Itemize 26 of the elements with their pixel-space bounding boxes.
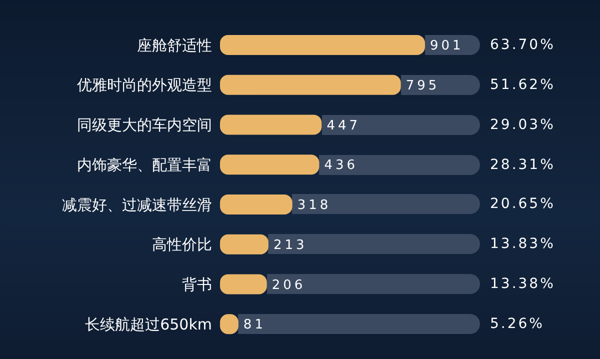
data-label: 213 (273, 238, 308, 253)
data-label: 901 (430, 38, 464, 54)
text: 63.70% (490, 36, 556, 55)
y-tick-label: 减震好、过减速带丝滑 (62, 196, 212, 214)
y-tick-label: 座舱舒适性 (137, 36, 212, 54)
y-tick-label: 高性价比 (152, 236, 212, 254)
y-tick-label: 长续航超过650km (85, 315, 212, 334)
text: 13.83% (490, 235, 556, 254)
y-tick-label: 内饰豪华、配置丰富 (77, 156, 212, 174)
bar (220, 274, 267, 294)
y-tick-label: 优雅时尚的外观造型 (77, 76, 212, 94)
data-label: 447 (326, 118, 361, 134)
data-label: 206 (272, 278, 306, 293)
data-label: 318 (297, 198, 332, 214)
text: 51.62% (490, 76, 556, 95)
text: 5.26% (490, 315, 546, 334)
data-label: 436 (324, 158, 358, 174)
data-label: 795 (406, 78, 440, 94)
text: 20.65% (490, 195, 556, 214)
text: 29.03% (490, 116, 556, 135)
data-label: 81 (243, 318, 266, 333)
y-tick-label: 同级更大的车内空间 (77, 116, 212, 134)
text: 13.38% (490, 275, 556, 294)
text: 28.31% (490, 156, 556, 175)
y-tick-label: 背书 (182, 276, 212, 294)
bar (220, 234, 268, 254)
